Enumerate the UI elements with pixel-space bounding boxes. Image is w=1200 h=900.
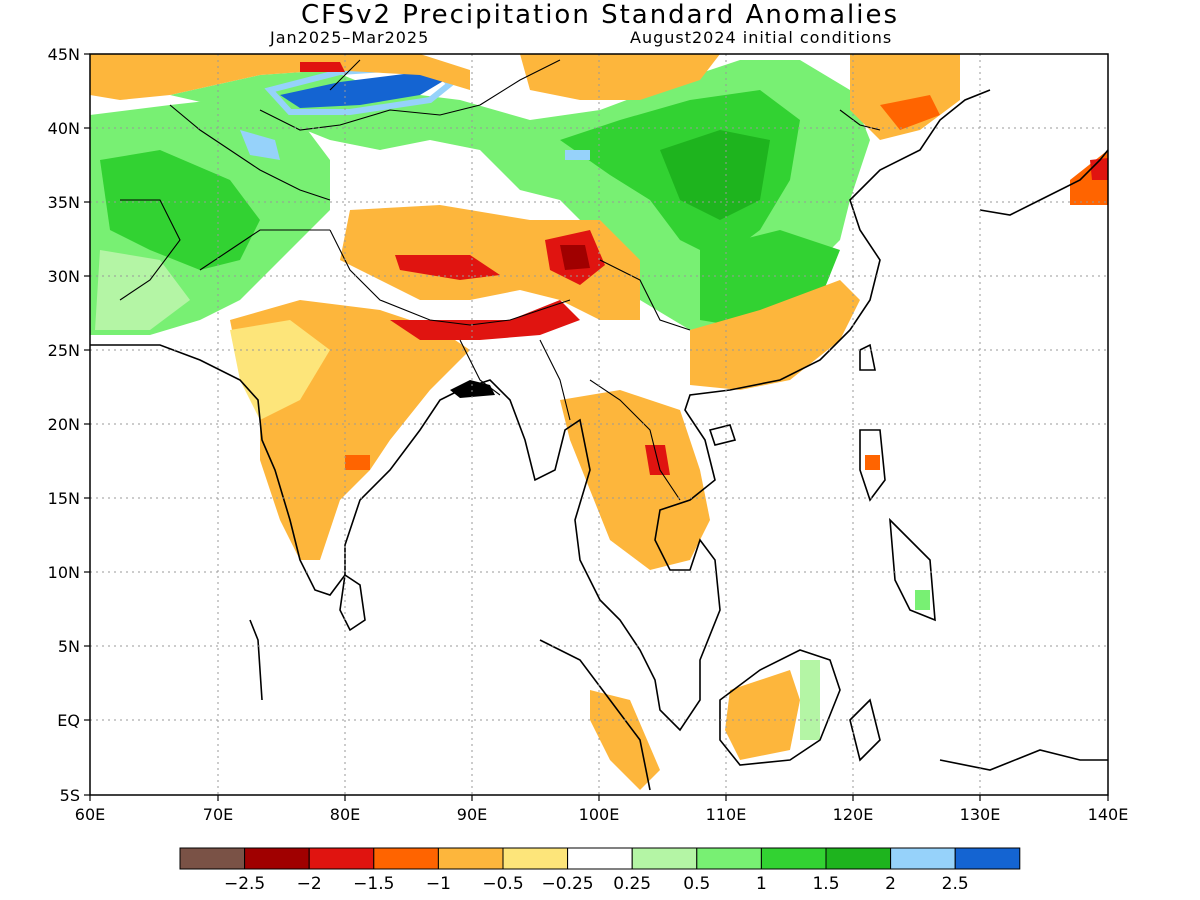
lat-label: 35N	[48, 193, 80, 212]
lon-label: 130E	[960, 805, 1001, 824]
anomaly-darkergreen-central	[660, 130, 770, 220]
anomaly-orange-southchina	[690, 280, 860, 390]
longitude-labels: 60E 70E 80E 90E 100E 110E 120E 130E 140E	[75, 805, 1129, 824]
colorbar-swatch	[308, 847, 375, 870]
lon-label: 60E	[75, 805, 105, 824]
lon-label: 120E	[833, 805, 874, 824]
lat-label: 10N	[48, 563, 80, 582]
anomaly-red-japan	[1090, 158, 1108, 180]
colorbar-swatch	[567, 847, 633, 870]
lat-label: 5S	[60, 786, 80, 805]
lon-label: 90E	[457, 805, 487, 824]
colorbar-label: −1	[426, 874, 451, 894]
colorbar-swatch	[696, 847, 762, 870]
colorbar-label: 0.5	[683, 874, 710, 894]
country-boundaries	[119, 59, 881, 501]
colorbar-swatch	[825, 847, 892, 870]
bangladesh-coast	[450, 380, 495, 398]
tick-marks	[84, 53, 1109, 801]
anomaly-orange-ne	[850, 54, 960, 140]
anomaly-darkred-tibet-east	[560, 245, 590, 270]
anomaly-green-mindanao	[915, 590, 930, 610]
colorbar-label: 2	[885, 874, 896, 894]
lon-label: 140E	[1088, 805, 1129, 824]
colorbar-label: −1.5	[353, 874, 394, 894]
colorbar-swatch	[437, 847, 504, 870]
colorbar-swatch	[179, 847, 246, 870]
initial-conditions: August2024 initial conditions	[630, 28, 893, 47]
lon-label: 100E	[579, 805, 620, 824]
anomaly-darkorange-ne	[880, 95, 940, 130]
anomaly-orange-tibet	[340, 205, 640, 320]
anomaly-lightgreen-west	[95, 250, 190, 330]
map-title: CFSv2 Precipitation Standard Anomalies	[300, 0, 900, 30]
anomaly-orange-indochina	[560, 390, 710, 570]
lon-label: 110E	[706, 805, 747, 824]
anomaly-red-tibet-west	[395, 255, 500, 280]
colorbar-swatch	[954, 847, 1021, 870]
lat-label: 25N	[48, 341, 80, 360]
lat-label: 5N	[58, 637, 80, 656]
anomaly-orange-mongolia	[520, 54, 720, 100]
anomaly-lightblue-tarim	[240, 130, 280, 160]
anomaly-blue-balkhash	[280, 72, 445, 108]
colorbar-label: 0.25	[613, 874, 651, 894]
lat-label: EQ	[57, 711, 80, 730]
colorbar-label: −0.25	[542, 874, 594, 894]
lat-label: 15N	[48, 489, 80, 508]
anomaly-orange-sumatra	[590, 690, 660, 790]
colorbar-label: −2	[297, 874, 322, 894]
anomaly-darkorange-india-east	[345, 455, 370, 470]
lat-label: 45N	[48, 45, 80, 64]
anomaly-darkgreen-west	[100, 150, 260, 270]
anomaly-orange-luzon	[865, 455, 880, 470]
colorbar-swatch	[631, 847, 698, 870]
colorbar-label: 1	[756, 874, 767, 894]
anomaly-lightblue-east	[565, 150, 590, 160]
lon-label: 80E	[330, 805, 360, 824]
forecast-period: Jan2025–Mar2025	[270, 28, 430, 47]
colorbar-swatch	[760, 847, 827, 870]
anomaly-green-borneo	[800, 660, 820, 740]
colorbar-label: 1.5	[812, 874, 839, 894]
colorbar: −2.5 −2 −1.5 −1 −0.5 −0.25 0.25 0.5 1 1.5 2 2.5	[179, 847, 1021, 894]
latitude-labels: 45N 40N 35N 30N 25N 20N 15N 10N 5N EQ 5S	[48, 45, 80, 805]
lat-label: 40N	[48, 119, 80, 138]
anomaly-orange-borneo	[725, 670, 800, 760]
lat-label: 30N	[48, 267, 80, 286]
anomaly-orange-north	[90, 54, 470, 100]
anomaly-red-himalaya	[390, 300, 580, 340]
colorbar-swatch	[502, 847, 569, 870]
colorbar-label: −2.5	[224, 874, 265, 894]
lat-label: 20N	[48, 415, 80, 434]
colorbar-swatch	[244, 847, 310, 870]
anomaly-red-north	[300, 62, 345, 72]
lon-label: 70E	[203, 805, 233, 824]
colorbar-swatch	[373, 847, 439, 870]
colorbar-swatch	[890, 847, 956, 870]
colorbar-label: −0.5	[482, 874, 523, 894]
anomaly-yellow-india	[230, 320, 330, 420]
coastlines	[90, 89, 1108, 791]
colorbar-label: 2.5	[942, 874, 969, 894]
anomaly-field	[90, 54, 1108, 790]
gridlines	[90, 54, 1108, 795]
